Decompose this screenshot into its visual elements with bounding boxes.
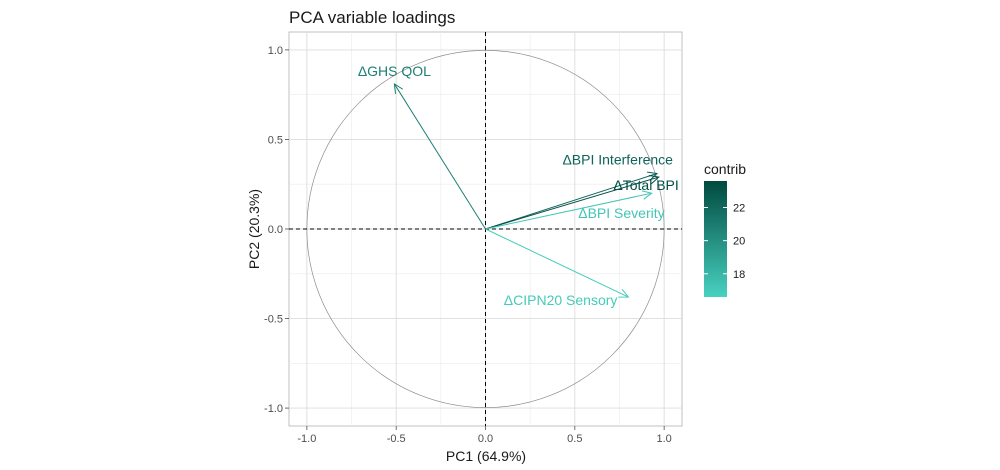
loading-arrows xyxy=(393,82,660,298)
legend-colorbar xyxy=(704,181,727,297)
y-tick-label: 0.5 xyxy=(268,134,283,146)
y-tick-label: 1.0 xyxy=(268,45,283,57)
arrow-shaft xyxy=(485,173,658,230)
legend-title: contrib xyxy=(704,161,746,177)
variable-labels: ΔGHS QOL ΔBPI Interference ΔTotal BPI ΔBPI … xyxy=(358,63,679,308)
contrib-legend: contrib 18 20 22 xyxy=(704,161,746,297)
x-tick-label: -1.0 xyxy=(297,433,316,445)
loading-arrow-ghs-qol xyxy=(393,82,486,230)
y-axis-title: PC2 (20.3%) xyxy=(246,189,262,269)
variable-label-bpi-severity: ΔBPI Severity xyxy=(578,205,664,221)
loading-arrow-cipn20-sensory xyxy=(485,228,630,298)
legend-tick-label: 22 xyxy=(733,203,745,215)
variable-label-total-bpi: ΔTotal BPI xyxy=(613,177,678,193)
y-tick-label: -0.5 xyxy=(264,314,283,326)
x-tick-label: -0.5 xyxy=(387,433,406,445)
arrow-head xyxy=(618,288,630,298)
loading-arrow-bpi-interference xyxy=(485,171,659,230)
x-tick-label: 1.0 xyxy=(656,433,671,445)
variable-label-cipn20-sensory: ΔCIPN20 Sensory xyxy=(504,292,618,308)
arrow-head xyxy=(647,171,659,181)
chart-title: PCA variable loadings xyxy=(289,8,455,27)
x-axis-ticks: -1.0 -0.5 0.0 0.5 1.0 xyxy=(297,426,672,445)
y-axis-ticks: -1.0 -0.5 0.0 0.5 1.0 xyxy=(264,45,289,415)
y-tick-label: 0.0 xyxy=(268,224,283,236)
y-tick-label: -1.0 xyxy=(264,403,283,415)
legend-tick-label: 18 xyxy=(733,269,745,281)
variable-label-bpi-interference: ΔBPI Interference xyxy=(562,151,673,167)
arrow-shaft xyxy=(393,83,486,230)
arrow-head xyxy=(393,82,404,94)
loading-arrow-total-bpi xyxy=(485,175,660,230)
x-tick-label: 0.0 xyxy=(478,433,493,445)
arrow-head xyxy=(648,175,660,185)
arrow-shaft xyxy=(485,192,652,230)
x-tick-label: 0.5 xyxy=(567,433,582,445)
legend-tick-label: 20 xyxy=(733,236,745,248)
x-axis-title: PC1 (64.9%) xyxy=(446,448,526,464)
legend-ticks: 18 20 22 xyxy=(704,203,745,281)
variable-label-ghs-qol: ΔGHS QOL xyxy=(358,63,431,79)
loading-arrow-bpi-severity xyxy=(485,190,653,230)
arrow-head xyxy=(641,190,653,200)
arrow-shaft xyxy=(485,176,659,230)
arrow-shaft xyxy=(485,228,629,298)
